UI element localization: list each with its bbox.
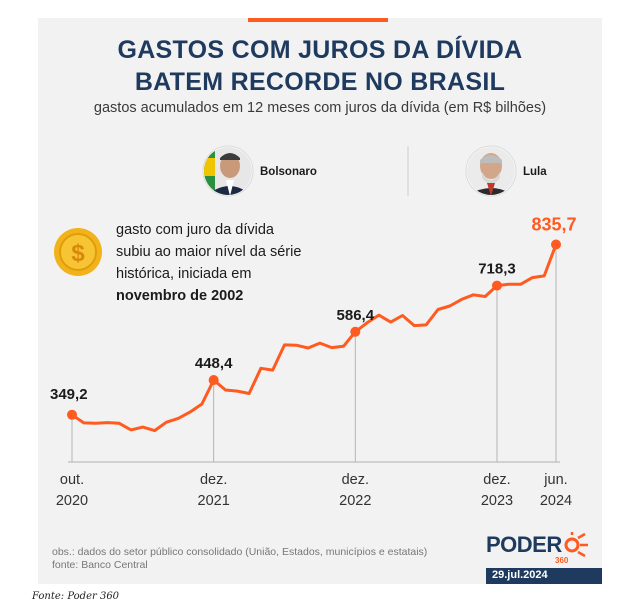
x-tick-label: 2022 xyxy=(339,493,371,509)
callout-line: gasto com juro da dívida xyxy=(116,222,274,238)
callout-text: gasto com juro da dívida subiu ao maior … xyxy=(116,219,301,307)
accent-bar xyxy=(248,18,388,22)
brand-sun-icon xyxy=(564,532,588,558)
president-label-bolsonaro: Bolsonaro xyxy=(260,166,317,178)
coin-dollar-icon: $ xyxy=(54,228,102,276)
image-source: Fonte: Poder 360 xyxy=(32,591,120,602)
x-tick-label: 2021 xyxy=(198,493,230,509)
data-point-marker xyxy=(350,326,361,337)
x-tick-label: 2024 xyxy=(540,493,572,509)
x-tick-label: dez. xyxy=(342,472,369,488)
x-tick-label: jun. xyxy=(543,472,567,488)
avatar-lula xyxy=(465,145,517,197)
x-tick-label: 2023 xyxy=(481,493,513,509)
president-label-lula: Lula xyxy=(523,166,547,178)
callout-bold-text: novembro de 2002 xyxy=(116,288,244,304)
publication-date: 29.jul.2024 xyxy=(492,569,548,581)
data-point-marker xyxy=(551,239,561,250)
note-source: fonte: Banco Central xyxy=(52,559,148,571)
footnotes: obs.: dados do setor público consolidado… xyxy=(52,546,427,572)
avatar-bolsonaro xyxy=(202,145,254,197)
x-tick-label: dez. xyxy=(200,472,227,488)
x-tick-label: 2020 xyxy=(56,493,88,509)
chart-subtitle: gastos acumulados em 12 meses com juros … xyxy=(93,100,547,116)
date-bar xyxy=(486,568,602,584)
chart-title-line-2: BATEM RECORDE NO BRASIL xyxy=(134,68,506,96)
data-point-marker xyxy=(491,280,502,291)
data-point-marker xyxy=(67,409,77,420)
data-label: 718,3 xyxy=(478,261,516,278)
brand-logo-number: 360 xyxy=(555,556,569,565)
callout-line: histórica, iniciada em xyxy=(116,266,252,282)
x-tick-label: out. xyxy=(60,472,84,488)
data-label: 448,4 xyxy=(195,355,233,372)
x-tick-label: dez. xyxy=(483,472,510,488)
svg-text:$: $ xyxy=(71,240,85,267)
brand-logo: PODER xyxy=(486,532,562,557)
callout-line: subiu ao maior nível da série xyxy=(116,244,302,260)
chart-title-line-1: GASTOS COM JUROS DA DÍVIDA xyxy=(117,36,523,64)
note-obs: obs.: dados do setor público consolidado… xyxy=(52,546,428,558)
data-point-marker xyxy=(208,375,219,386)
chart-card xyxy=(38,18,602,584)
data-label: 586,4 xyxy=(337,307,375,324)
series-line xyxy=(70,243,558,433)
data-label: 835,7 xyxy=(531,215,576,235)
callout-line-bold: novembro de 2002 xyxy=(116,285,301,307)
data-label: 349,2 xyxy=(50,386,88,403)
